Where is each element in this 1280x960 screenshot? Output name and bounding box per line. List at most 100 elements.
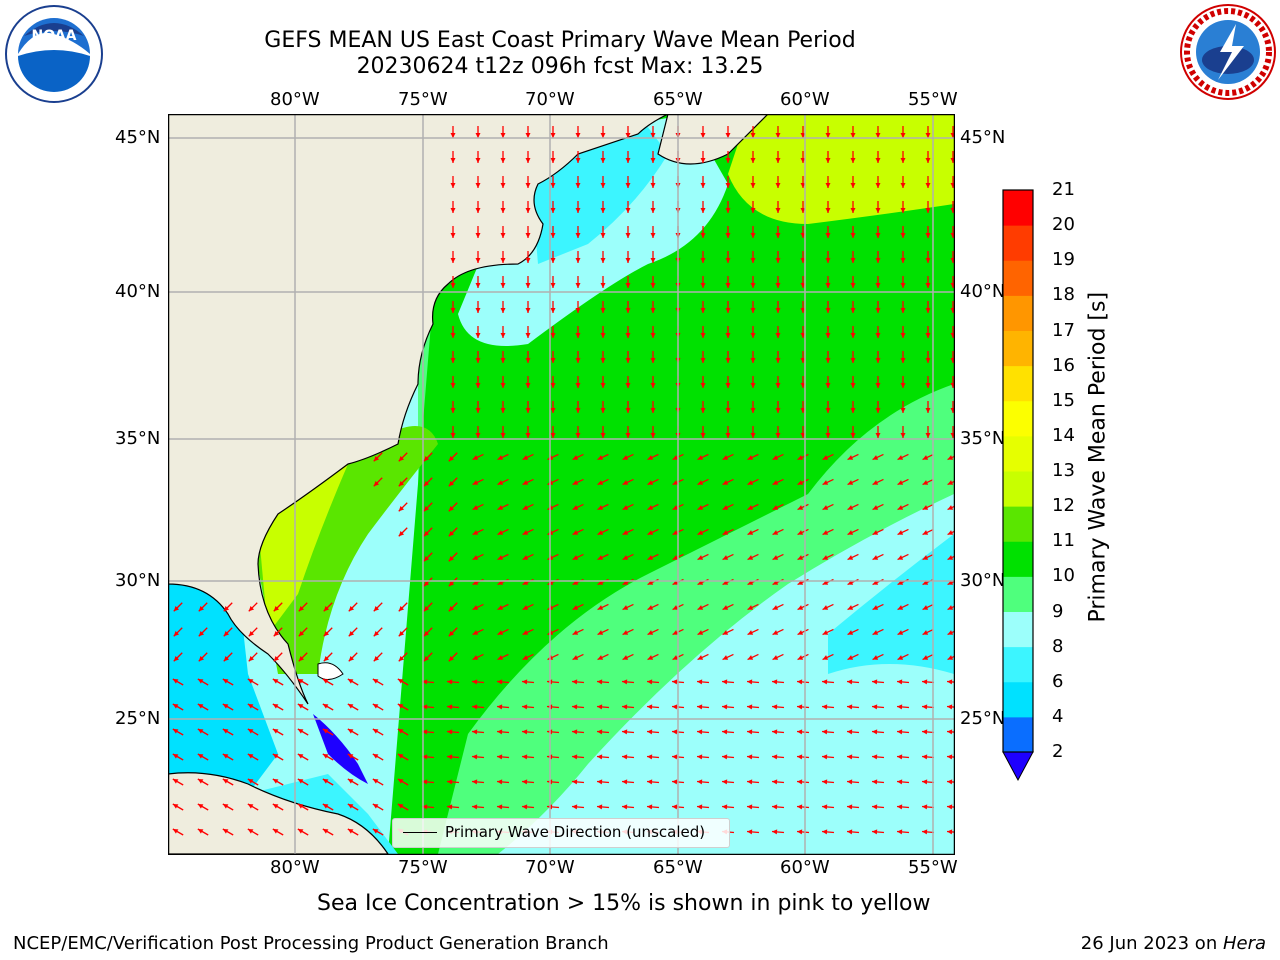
wave-arrow-head bbox=[897, 605, 904, 610]
wave-arrow-head bbox=[747, 804, 753, 810]
wave-arrow-head bbox=[750, 283, 756, 288]
wave-arrow-head bbox=[597, 555, 604, 560]
wave-arrow-head bbox=[372, 704, 379, 709]
wave-arrow-head bbox=[822, 555, 829, 560]
wave-arrow-head bbox=[472, 480, 479, 485]
wave-arrow-head bbox=[572, 754, 578, 760]
wave-arrow-head bbox=[500, 258, 506, 263]
wave-arrow-head bbox=[347, 729, 354, 734]
colorbar-tick-label: 20 bbox=[1052, 214, 1075, 236]
wave-arrow-head bbox=[647, 704, 653, 710]
wave-arrow-head bbox=[497, 754, 503, 760]
wave-arrow-head bbox=[398, 505, 405, 512]
wave-arrow-head bbox=[622, 555, 629, 560]
wave-arrow-head bbox=[622, 580, 629, 585]
wave-arrow-head bbox=[872, 679, 878, 685]
wave-arrow-head bbox=[475, 208, 481, 213]
wave-arrow-head bbox=[725, 308, 731, 313]
wave-arrow-head bbox=[825, 158, 831, 163]
colorbar-segment bbox=[1003, 681, 1033, 718]
wave-arrow-head bbox=[322, 754, 329, 759]
lon-label-bottom-70w: 70°W bbox=[525, 857, 575, 878]
wave-arrow-head bbox=[750, 408, 756, 413]
wave-arrow-head bbox=[625, 433, 631, 438]
wave-arrow-head bbox=[397, 804, 404, 809]
wave-arrow-head bbox=[672, 605, 679, 610]
wave-arrow-head bbox=[497, 530, 504, 535]
wave-arrow-head bbox=[922, 480, 929, 485]
lat-label-right-25n: 25°N bbox=[960, 708, 1006, 729]
sea-ice-note: Sea Ice Concentration > 15% is shown in … bbox=[317, 891, 931, 916]
wave-arrow-head bbox=[922, 655, 929, 660]
wave-arrow-head bbox=[772, 804, 778, 810]
wave-arrow-head bbox=[872, 729, 878, 735]
wave-arrow-head bbox=[423, 480, 430, 487]
lon-label-top-70w: 70°W bbox=[525, 89, 575, 110]
wave-arrow-head bbox=[897, 505, 904, 510]
wave-arrow-head bbox=[822, 779, 828, 785]
wave-arrow-head bbox=[672, 779, 678, 785]
wave-arrow-head bbox=[597, 729, 603, 735]
wave-arrow-head bbox=[575, 258, 581, 263]
wave-arrow-head bbox=[522, 455, 529, 460]
wave-arrow-head bbox=[947, 605, 954, 610]
wave-arrow-head bbox=[323, 655, 330, 662]
wave-arrow-head bbox=[472, 754, 478, 760]
wave-arrow-head bbox=[575, 308, 581, 313]
wave-arrow-head bbox=[922, 829, 928, 835]
legend-line-icon bbox=[403, 832, 437, 833]
lon-label-bottom-75w: 75°W bbox=[398, 857, 448, 878]
wave-arrow-head bbox=[222, 704, 229, 709]
wave-arrow-head bbox=[772, 580, 779, 585]
footer-date-text: 26 Jun 2023 on bbox=[1080, 933, 1223, 954]
wave-arrow-head bbox=[947, 480, 954, 485]
wave-arrow-head bbox=[197, 804, 204, 809]
wave-arrow-head bbox=[850, 408, 856, 413]
wave-arrow-head bbox=[572, 804, 578, 810]
ocean-ne-12-13s bbox=[728, 114, 954, 224]
wave-arrow-head bbox=[450, 258, 456, 263]
wave-arrow-head bbox=[875, 358, 881, 363]
wave-arrow-head bbox=[500, 158, 506, 163]
wave-arrow-head bbox=[522, 630, 529, 635]
wave-arrow-head bbox=[797, 679, 803, 685]
wave-arrow-head bbox=[550, 333, 556, 338]
wave-arrow-head bbox=[597, 530, 604, 535]
colorbar-tick-label: 12 bbox=[1052, 495, 1075, 517]
wave-arrow-head bbox=[600, 258, 606, 263]
wave-arrow-head bbox=[947, 630, 954, 635]
wave-arrow-head bbox=[625, 133, 631, 138]
wave-arrow-head bbox=[847, 754, 853, 760]
wave-arrow-head bbox=[925, 158, 931, 163]
wave-arrow-head bbox=[672, 704, 678, 710]
wave-arrow-head bbox=[872, 630, 879, 635]
wave-arrow-head bbox=[825, 233, 831, 238]
wave-arrow-head bbox=[500, 383, 506, 388]
wave-arrow-head bbox=[722, 729, 728, 735]
wave-arrow-head bbox=[525, 308, 531, 313]
wave-arrow-head bbox=[875, 433, 881, 438]
wave-arrow-head bbox=[950, 408, 954, 413]
wave-arrow-head bbox=[725, 183, 731, 188]
wave-arrow-head bbox=[347, 779, 354, 784]
wave-arrow-head bbox=[597, 704, 603, 710]
wave-arrow-head bbox=[750, 333, 756, 338]
wave-arrow-head bbox=[722, 530, 729, 535]
wave-arrow-head bbox=[825, 433, 831, 438]
lat-label-left-25n: 25°N bbox=[115, 708, 161, 729]
wave-arrow-head bbox=[847, 555, 854, 560]
wave-arrow-head bbox=[922, 630, 929, 635]
wave-arrow-head bbox=[747, 630, 754, 635]
wave-arrow-head bbox=[423, 655, 430, 662]
wave-arrow-head bbox=[872, 829, 878, 835]
wave-arrow-head bbox=[722, 480, 729, 485]
wave-arrow-head bbox=[472, 729, 478, 735]
wave-arrow-head bbox=[772, 505, 779, 510]
wave-arrow-head bbox=[522, 580, 529, 585]
wave-arrow-head bbox=[697, 480, 704, 485]
colorbar-segment bbox=[1003, 190, 1033, 226]
wave-arrow-head bbox=[750, 183, 756, 188]
wave-arrow-head bbox=[847, 455, 854, 460]
wave-arrow-head bbox=[775, 408, 781, 413]
wave-arrow-head bbox=[750, 158, 756, 163]
